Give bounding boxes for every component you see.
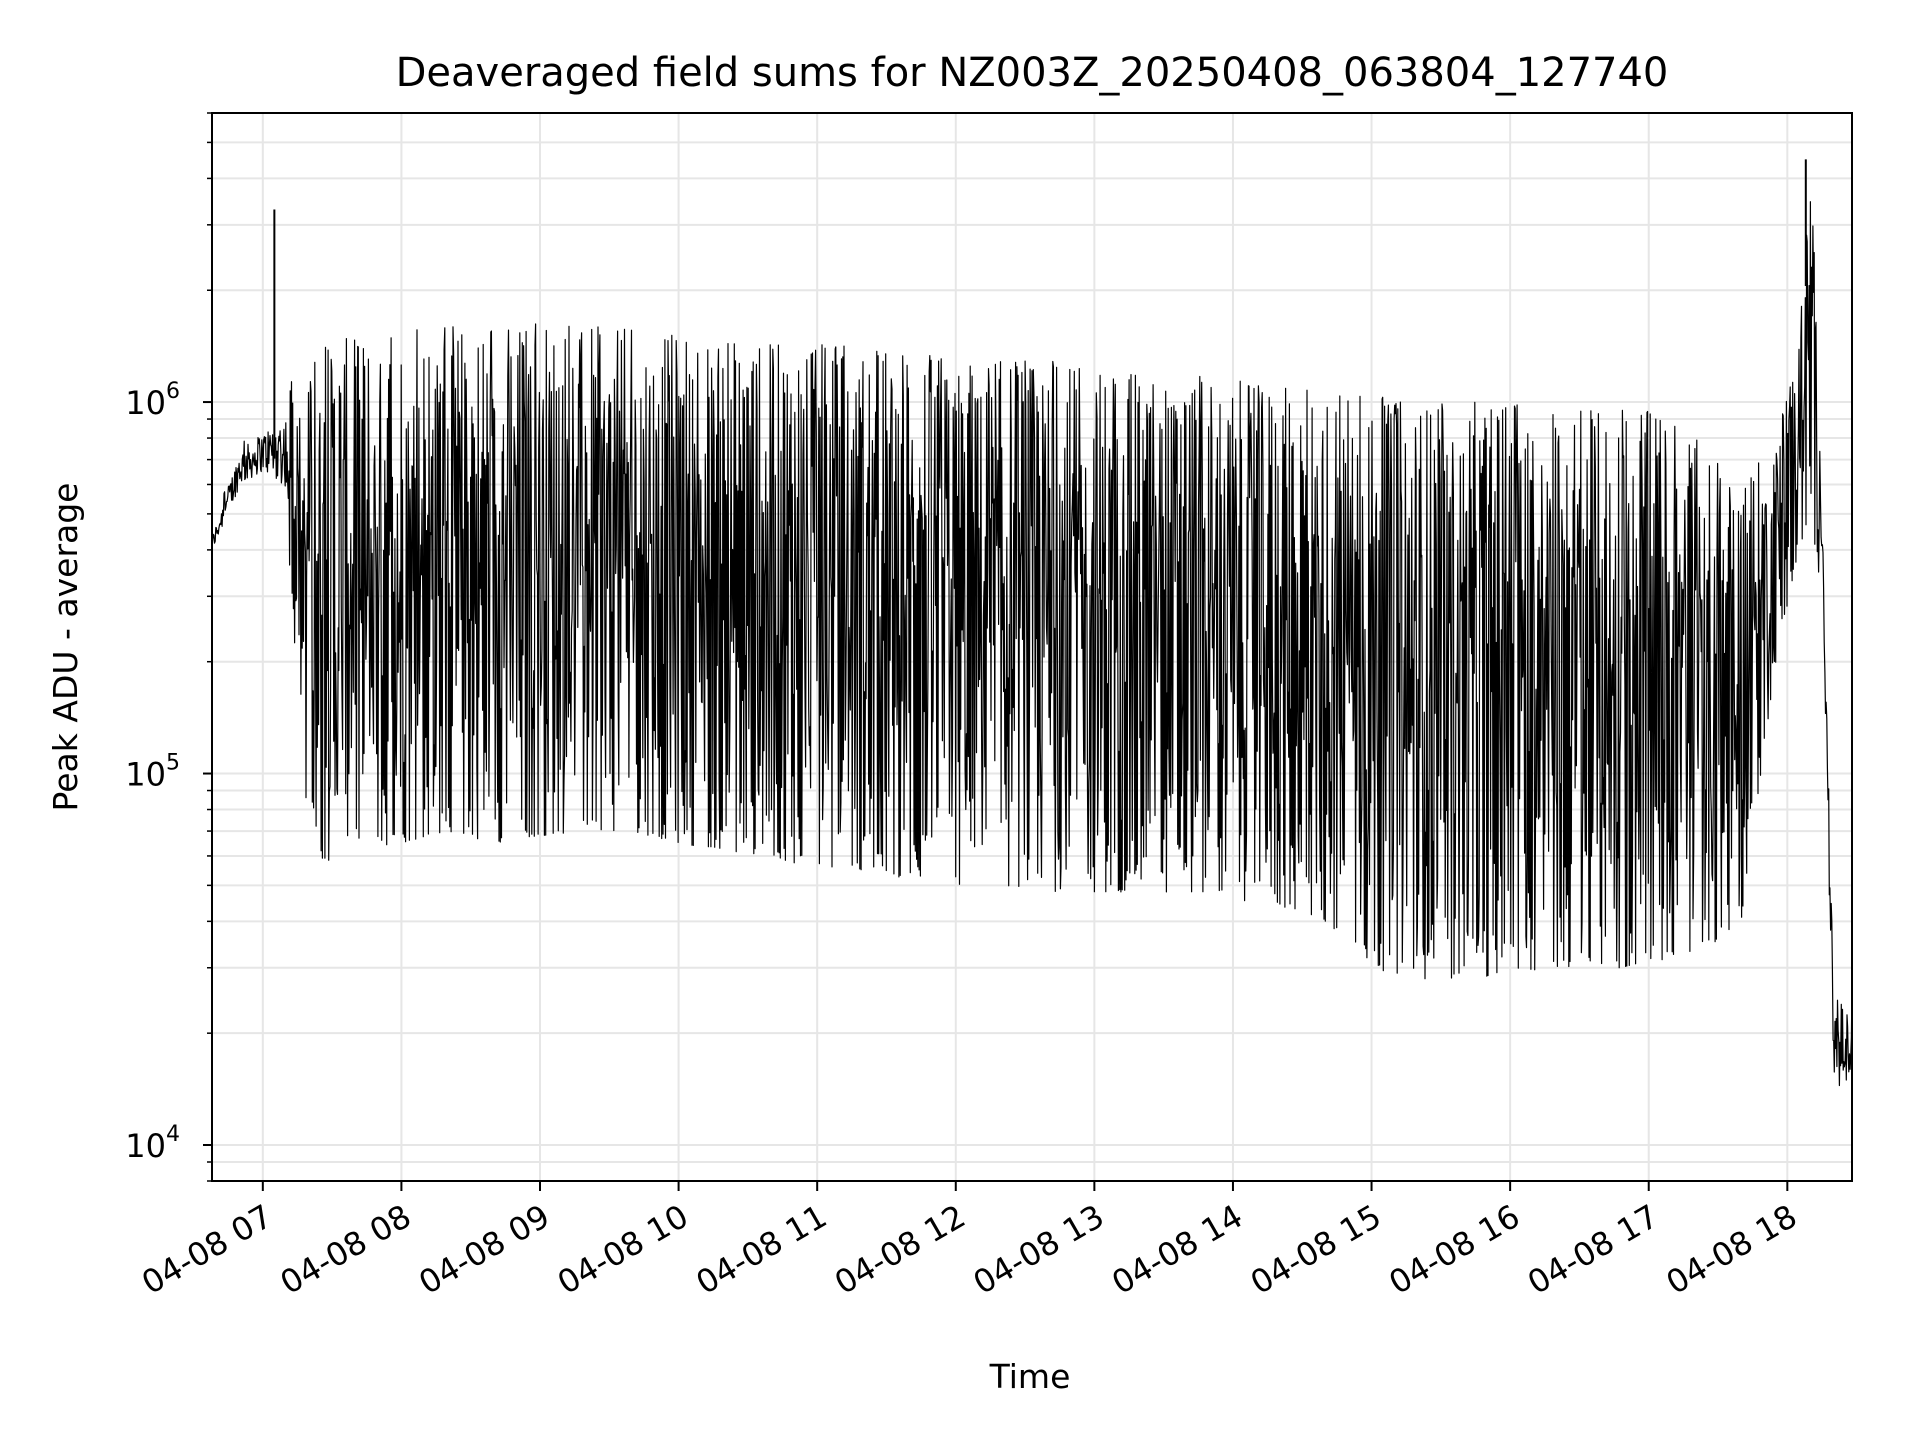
y-tick-label: 104 bbox=[125, 1122, 180, 1165]
y-tick-label: 105 bbox=[125, 751, 180, 794]
y-tick-label: 106 bbox=[125, 379, 180, 422]
chart-title: Deaveraged field sums for NZ003Z_2025040… bbox=[396, 50, 1669, 96]
y-axis-label: Peak ADU - average bbox=[46, 483, 85, 812]
series-line bbox=[211, 201, 1853, 1087]
data-series bbox=[211, 159, 1853, 1087]
y-axis: 104 105 106 bbox=[125, 112, 212, 1182]
plot-area-frame bbox=[211, 112, 1853, 1182]
x-axis-label: Time bbox=[989, 1357, 1071, 1396]
gridlines bbox=[212, 112, 1852, 1182]
